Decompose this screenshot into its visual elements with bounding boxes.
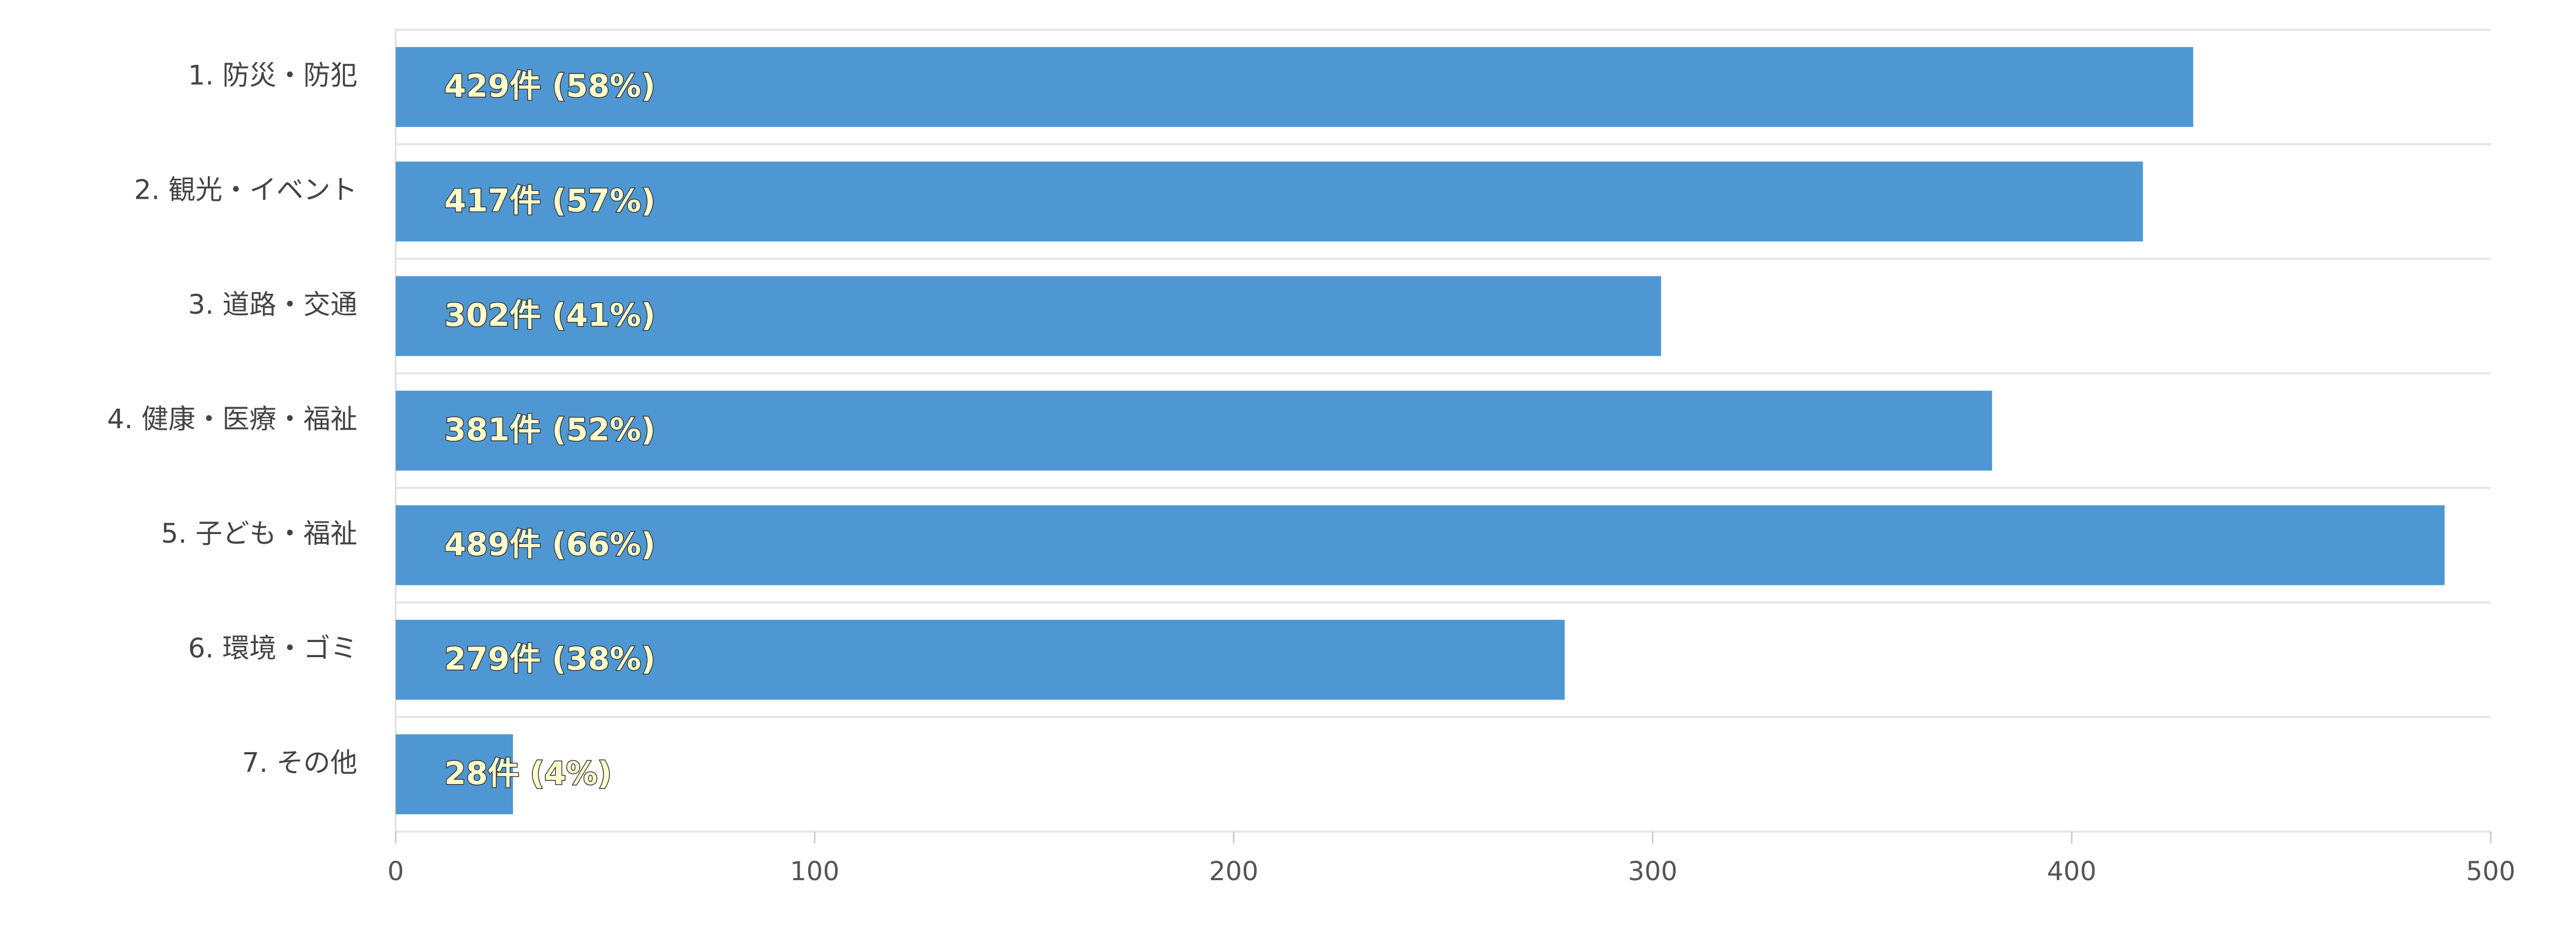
x-tick-label: 400: [2047, 856, 2097, 887]
value-label: 417件 (57%): [444, 182, 655, 219]
x-tick-label: 500: [2466, 856, 2516, 887]
category-label: 4. 健康・医療・福祉: [107, 403, 357, 435]
value-label: 429件 (58%): [444, 67, 655, 104]
bar: [396, 276, 1662, 356]
category-label: 1. 防災・防犯: [188, 60, 357, 91]
value-label: 28件 (4%): [444, 755, 612, 792]
bar: [396, 47, 2193, 127]
value-label: 279件 (38%): [444, 640, 655, 677]
x-tick-label: 300: [1628, 856, 1678, 887]
category-label: 7. その他: [242, 747, 357, 778]
x-tick-label: 100: [790, 856, 839, 887]
bar: [396, 734, 513, 814]
bar: [396, 505, 2445, 585]
x-tick-label: 200: [1209, 856, 1259, 887]
category-label: 2. 観光・イベント: [134, 174, 357, 206]
value-label: 489件 (66%): [444, 526, 655, 563]
category-label: 5. 子ども・福祉: [161, 518, 357, 549]
category-label: 3. 道路・交通: [188, 289, 357, 320]
category-label: 6. 環境・ゴミ: [188, 632, 357, 664]
value-label: 381件 (52%): [444, 411, 655, 448]
x-tick-label: 0: [388, 856, 404, 887]
bar: [396, 619, 1565, 700]
value-label: 302件 (41%): [444, 296, 655, 333]
bar: [396, 390, 1992, 471]
bar: [396, 161, 2143, 242]
